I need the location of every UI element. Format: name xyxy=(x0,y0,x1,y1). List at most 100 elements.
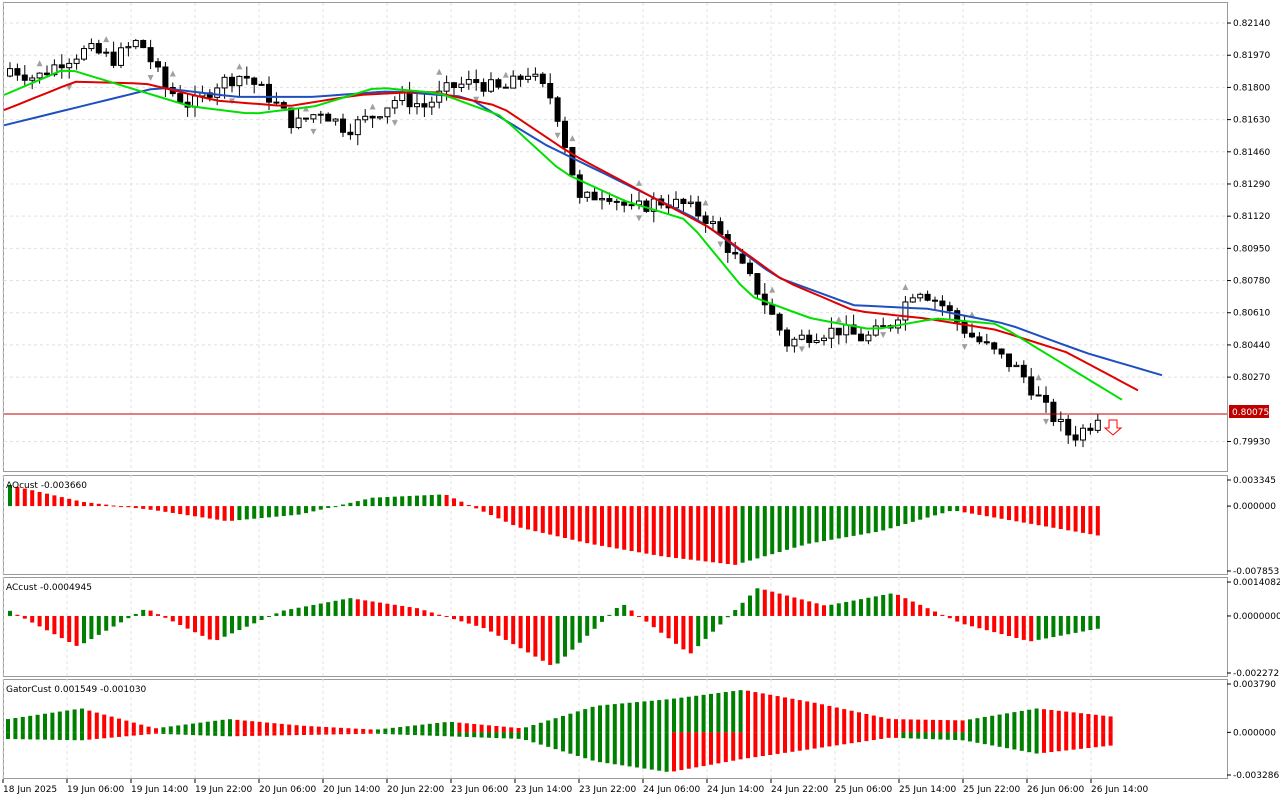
candle-body xyxy=(954,310,961,323)
gator-lower-bar xyxy=(242,732,247,737)
candle-body xyxy=(584,191,591,198)
gator-lower-bar xyxy=(94,732,99,739)
ac-bar xyxy=(466,615,471,624)
gator-lower-bar xyxy=(857,732,861,743)
gator-lower-bar xyxy=(183,732,188,735)
gator-upper-bar xyxy=(775,696,780,733)
ac-bar xyxy=(1007,615,1011,637)
x-tick-label: 25 Jun 06:00 xyxy=(835,785,892,795)
ao-bar xyxy=(341,504,345,507)
gator-upper-bar xyxy=(294,725,299,733)
ao-bar xyxy=(563,506,567,539)
gator-upper-bar xyxy=(272,723,277,733)
ao-bar xyxy=(548,506,553,535)
ao-bar xyxy=(489,506,493,516)
gator-lower-bar xyxy=(805,732,810,750)
ac-bar xyxy=(622,604,627,616)
gator-upper-bar xyxy=(472,723,477,733)
fractal-up-marker xyxy=(835,316,842,323)
ao-bar xyxy=(59,497,64,507)
fractal-down-marker xyxy=(717,241,724,248)
candle-body xyxy=(991,342,998,350)
ao-bar xyxy=(252,506,257,519)
candle-body xyxy=(673,198,679,209)
gator-lower-bar xyxy=(501,732,506,739)
gator-lower-bar xyxy=(479,732,484,738)
ao-bar xyxy=(1073,506,1078,532)
gator-upper-bar xyxy=(968,719,972,733)
candle-body xyxy=(510,75,517,89)
gator-upper-bar xyxy=(450,721,454,733)
ao-bar xyxy=(962,506,967,513)
ao-bar xyxy=(96,503,101,507)
ac-bar xyxy=(947,615,952,619)
ac-bar xyxy=(400,605,405,616)
candle-body xyxy=(377,116,383,119)
gator-lower-bar xyxy=(57,732,62,740)
candle-body xyxy=(732,251,739,255)
ao-bar xyxy=(452,498,456,507)
ac-bar xyxy=(607,614,612,616)
ac-bar xyxy=(163,615,168,618)
gator-upper-bar xyxy=(442,722,447,733)
gator-lower-bar xyxy=(331,732,336,735)
ao-bar xyxy=(592,506,597,545)
ao-bar xyxy=(770,506,775,555)
ac-bar xyxy=(474,615,479,626)
ac-bar xyxy=(896,594,900,616)
candle-body xyxy=(95,43,102,54)
axis-labels: 0.82140 0.81970 0.81800 0.81630 0.81460 0.812… xyxy=(2,19,1280,795)
gator-lower-bar xyxy=(368,732,373,734)
x-tick-label: 24 Jun 14:00 xyxy=(707,785,764,795)
gator-lower-bar xyxy=(35,732,40,740)
gator-upper-bar xyxy=(864,713,869,733)
ac-bar xyxy=(955,615,960,622)
gator-lower-bar xyxy=(953,732,958,741)
gator-lower-bar xyxy=(731,732,736,761)
ao-bar xyxy=(688,506,693,560)
candle-body xyxy=(858,333,864,342)
candle-body xyxy=(495,79,502,88)
candle-body xyxy=(547,82,554,99)
candle-body xyxy=(443,82,450,92)
ac-bar xyxy=(703,615,708,639)
gator-lower-bar xyxy=(516,732,521,739)
ac-bar xyxy=(614,607,619,616)
ac-bar xyxy=(348,598,353,616)
ac-bar xyxy=(429,612,434,616)
candle-body xyxy=(7,68,13,77)
y-tick-label: 0.81460 xyxy=(1233,148,1270,158)
gator-lower-bar xyxy=(598,732,602,763)
candle-body xyxy=(932,299,938,302)
candle-body xyxy=(747,262,753,275)
gator-lower-bar xyxy=(686,732,691,769)
gator-lower-bar xyxy=(864,732,869,742)
gator-upper-bar xyxy=(931,719,935,733)
ac-bar xyxy=(799,599,804,616)
ac-bar xyxy=(777,593,782,616)
ao-bar xyxy=(333,506,338,508)
x-tick-label: 23 Jun 14:00 xyxy=(515,785,572,795)
gator-upper-bar xyxy=(1049,709,1054,733)
candle-body xyxy=(465,79,472,85)
ao-bar xyxy=(385,496,390,507)
candle-body xyxy=(81,48,87,60)
candle-body xyxy=(354,119,361,136)
ac-bar xyxy=(89,615,94,640)
ao-bar xyxy=(1095,506,1100,536)
gator-lower-bar xyxy=(901,732,906,739)
y-tick-label: 0.0014082 xyxy=(1233,578,1280,588)
x-tick-label: 26 Jun 06:00 xyxy=(1027,785,1084,795)
ao-bar xyxy=(777,506,782,552)
candle-body xyxy=(21,74,28,81)
gator-upper-bar xyxy=(94,712,99,733)
gator-upper-bar xyxy=(561,715,565,733)
gator-upper-bar xyxy=(405,726,410,733)
gator-upper-bar xyxy=(709,693,713,733)
fractal-up-marker xyxy=(236,63,243,70)
ac-bar xyxy=(459,615,464,622)
gator-lower-bar xyxy=(13,732,18,740)
ao-bar xyxy=(577,506,582,542)
